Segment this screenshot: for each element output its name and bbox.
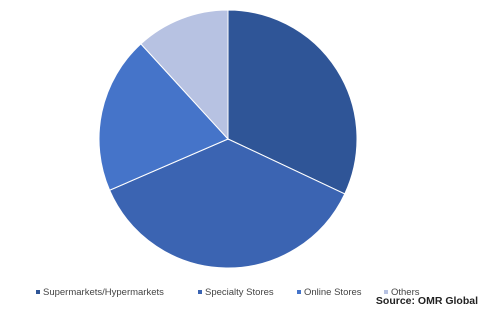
pie-slice xyxy=(227,9,358,195)
legend-swatch xyxy=(297,290,301,294)
legend-swatch xyxy=(198,290,202,294)
legend-label: Others xyxy=(391,287,420,298)
legend-label: Online Stores xyxy=(304,287,362,298)
source: Source: OMR Global xyxy=(376,295,478,307)
pie-slice xyxy=(98,43,229,191)
pie-slice xyxy=(108,138,346,269)
legend-swatch xyxy=(384,290,388,294)
legend-label: Specialty Stores xyxy=(205,287,274,298)
pie-slice xyxy=(140,9,229,141)
legend-swatch xyxy=(36,290,40,294)
legend-label: Supermarkets/Hypermarkets xyxy=(43,287,164,298)
